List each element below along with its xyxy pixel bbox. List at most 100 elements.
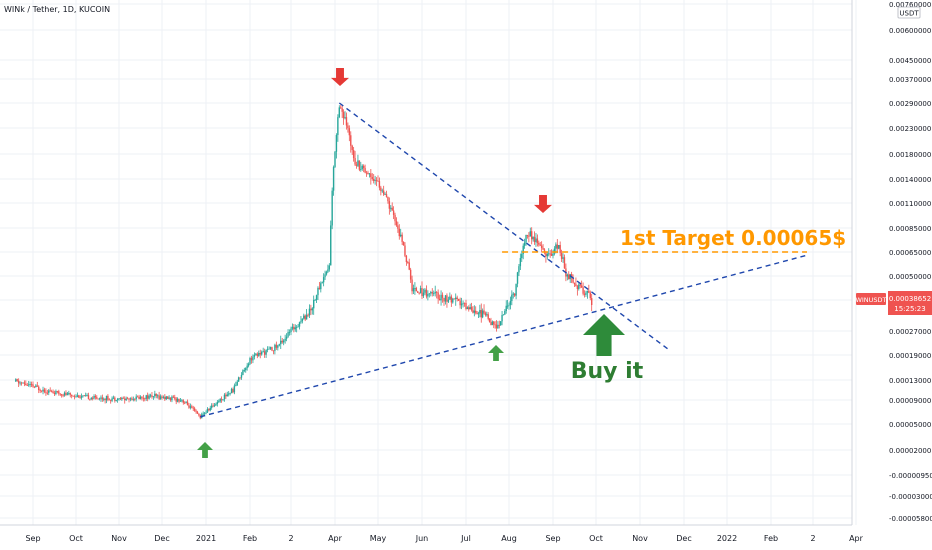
candle-body [144, 398, 146, 400]
candle-body [384, 194, 386, 195]
candle-body [392, 210, 395, 215]
candle-body [109, 399, 112, 401]
candle-body [98, 398, 101, 400]
candle-body [38, 386, 40, 391]
candle-body [391, 207, 393, 211]
candle-body [62, 395, 64, 397]
y-tick-label: 0.00600000 [889, 27, 931, 35]
candle-body [505, 305, 507, 311]
candle-body [414, 288, 416, 289]
candle-body [444, 295, 447, 302]
candle-body [388, 201, 391, 209]
candle-body [233, 385, 236, 393]
candle-body [368, 173, 371, 175]
y-tick-label: 0.00085000 [889, 225, 931, 233]
candle-body [282, 340, 285, 343]
candle-body [402, 241, 405, 246]
candle-body [523, 242, 526, 246]
y-tick-label: -0.00005800 [889, 515, 932, 523]
candle-body [452, 298, 454, 303]
candle-body [132, 398, 135, 400]
candle-body [394, 214, 396, 222]
candle-body [116, 398, 119, 401]
candle-body [556, 244, 558, 249]
candle-body [351, 145, 353, 151]
candle-body [247, 363, 250, 366]
y-tick-label: 0.00027000 [889, 328, 931, 336]
candle-body [424, 289, 426, 293]
candle-body [311, 308, 313, 311]
candle-body [164, 397, 166, 400]
candle-body [479, 310, 481, 314]
candle-body [192, 407, 194, 409]
candle-body [321, 282, 323, 284]
candle-body [188, 405, 190, 408]
x-tick-label: 2022 [717, 534, 737, 543]
candle-body [417, 291, 419, 293]
candle-body [450, 296, 453, 303]
candle-body [437, 292, 439, 299]
y-tick-label: 0.00002000 [889, 447, 931, 455]
candle-body [242, 370, 244, 375]
candle-body [325, 271, 328, 275]
candle-body [66, 393, 69, 395]
candle-body [181, 400, 183, 402]
arrow-up-big-icon [583, 314, 625, 356]
candle-body [487, 314, 489, 319]
candle-body [87, 395, 90, 399]
x-tick-label: Oct [589, 534, 603, 543]
y-tick-label: 0.00450000 [889, 57, 931, 65]
arrow-down-right-icon [534, 195, 552, 213]
candle-body [481, 310, 484, 318]
x-tick-label: Apr [328, 534, 343, 543]
candle-body [275, 344, 278, 348]
candle-body [291, 326, 294, 329]
candle-body [32, 384, 34, 387]
candle-body [171, 396, 173, 401]
candle-body [373, 178, 375, 181]
candle-body [126, 398, 129, 400]
candle-body [433, 293, 435, 295]
candle-body [100, 397, 102, 399]
candle-body [519, 258, 522, 267]
trendlines [200, 102, 808, 418]
candle-body [284, 338, 286, 341]
candle-body [415, 288, 418, 292]
candle-body [362, 165, 365, 169]
candle-body [472, 309, 474, 313]
candle-body [350, 135, 352, 146]
candle-body [112, 397, 115, 399]
candle-body [208, 408, 210, 411]
candle-body [320, 283, 322, 290]
candle-body [446, 295, 448, 302]
candle-body [375, 180, 378, 182]
currency-badge[interactable]: USDT [897, 6, 921, 19]
candle-body [340, 107, 342, 109]
candle-body [548, 253, 550, 255]
x-tick-label: Sep [545, 534, 560, 543]
candle-body [328, 265, 331, 270]
candle-body [203, 413, 206, 415]
candle-body [387, 196, 389, 202]
candle-body [262, 351, 264, 353]
candlestick-series [15, 105, 593, 420]
candle-body [465, 302, 467, 310]
candle-body [324, 274, 326, 278]
candle-body [218, 401, 220, 403]
candle-body [488, 318, 491, 323]
candle-body [334, 151, 336, 168]
y-tick-label: 0.00009000 [889, 397, 931, 405]
candle-body [303, 315, 305, 319]
candle-body [269, 347, 272, 349]
candle-body [495, 324, 498, 329]
candle-body [107, 395, 109, 400]
candle-body [543, 249, 546, 253]
candle-body [591, 298, 593, 305]
candle-body [75, 396, 77, 398]
candle-body [456, 297, 458, 299]
candle-body [101, 397, 104, 400]
candle-body [280, 340, 282, 345]
candle-body [502, 314, 505, 316]
candle-body [278, 344, 280, 346]
